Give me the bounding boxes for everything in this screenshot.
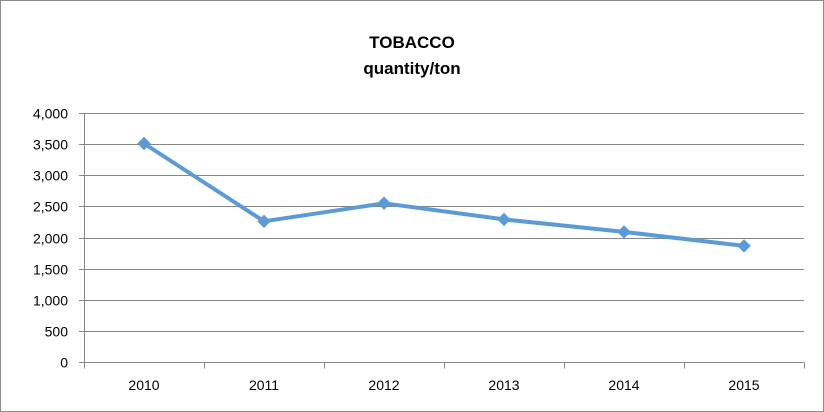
y-axis-tick-labels: 0 500 1,000 1,500 2,000 2,500 3,000 3,500 4,000: [33, 106, 68, 371]
y-tick-label: 500: [45, 324, 69, 340]
series-line: [142, 141, 746, 248]
x-tick-label: 2014: [608, 377, 639, 393]
y-tick-label: 2,500: [33, 199, 68, 215]
x-axis-tick-labels: 2010 2011 2012 2013 2014 2015: [128, 377, 759, 393]
data-point-marker: [497, 212, 511, 227]
y-tick-label: 0: [60, 355, 68, 371]
x-tick-label: 2015: [728, 377, 759, 393]
y-tick-label: 1,000: [33, 293, 68, 309]
x-tick-label: 2013: [488, 377, 519, 393]
y-tick-label: 4,000: [33, 106, 68, 122]
x-tick-label: 2010: [128, 377, 159, 393]
y-tick-label: 1,500: [33, 262, 68, 278]
chart-title-block: TOBACCO quantity/ton: [0, 30, 824, 82]
y-tick-label: 3,500: [33, 137, 68, 153]
axes: [79, 113, 805, 369]
chart-title: TOBACCO: [369, 33, 455, 52]
y-tick-label: 3,000: [33, 168, 68, 184]
data-point-marker: [137, 136, 151, 151]
data-point-marker: [377, 196, 391, 210]
chart-subtitle: quantity/ton: [363, 59, 461, 78]
data-point-marker: [737, 239, 751, 253]
data-point-marker: [257, 214, 271, 229]
y-tick-label: 2,000: [33, 231, 68, 247]
gridlines: [84, 113, 804, 332]
x-tick-label: 2012: [368, 377, 399, 393]
x-tick-label: 2011: [249, 377, 279, 393]
data-point-marker: [617, 225, 631, 239]
series-group: [137, 136, 751, 253]
